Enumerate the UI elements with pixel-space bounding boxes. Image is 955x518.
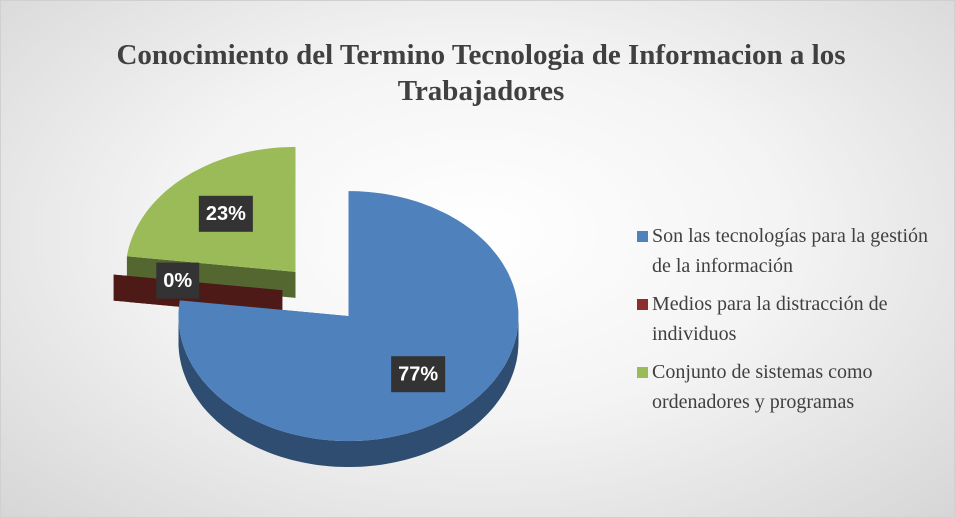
legend: Son las tecnologías para la gestión de l… xyxy=(637,221,947,425)
data-label-text: 0% xyxy=(163,270,192,292)
data-label-text: 77% xyxy=(398,363,438,385)
pie xyxy=(113,146,519,467)
data-label-box xyxy=(198,195,253,232)
legend-label: Conjunto de sistemas como ordenadores y … xyxy=(652,361,873,413)
chart-title: Conocimiento del Termino Tecnologia de I… xyxy=(116,39,846,107)
legend-swatch xyxy=(637,231,648,242)
data-label-box xyxy=(156,262,200,299)
legend-swatch xyxy=(637,367,648,378)
legend-item: Conjunto de sistemas como ordenadores y … xyxy=(637,357,947,417)
slice-wall xyxy=(178,316,519,467)
legend-item: Medios para la distracción de individuos xyxy=(637,289,947,349)
legend-item: Son las tecnologías para la gestión de l… xyxy=(637,221,947,281)
legend-label: Son las tecnologías para la gestión de l… xyxy=(652,225,929,277)
legend-swatch xyxy=(637,299,648,310)
data-label: 77% xyxy=(391,356,446,393)
data-label: 23% xyxy=(198,195,253,232)
legend-label: Medios para la distracción de individuos xyxy=(652,293,888,345)
data-label-box xyxy=(391,356,446,393)
data-label-text: 23% xyxy=(206,203,246,225)
data-label: 0% xyxy=(156,262,200,299)
